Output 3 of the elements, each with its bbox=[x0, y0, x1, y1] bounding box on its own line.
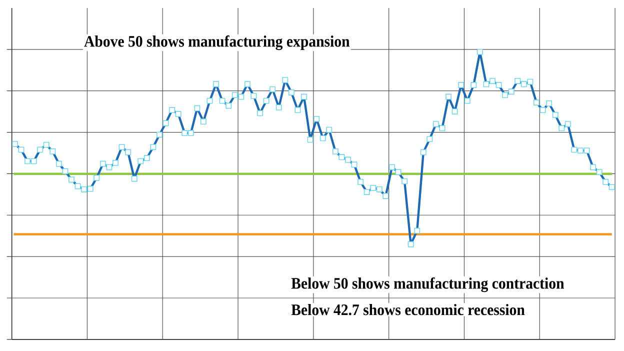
annotation: Below 42.7 shows economic recession bbox=[291, 304, 525, 316]
annotation: Below 50 shows manufacturing contraction bbox=[291, 277, 564, 292]
text: Above 50 shows manufacturing expansion bbox=[84, 35, 350, 50]
